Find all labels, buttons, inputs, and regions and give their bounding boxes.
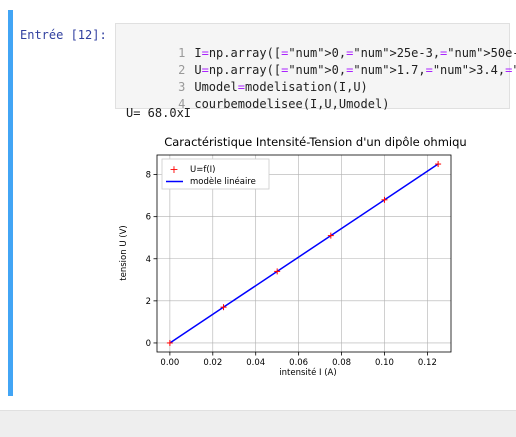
code-text: U=np.array([="num">0,="num">1.7,="num">3… [194,63,516,77]
x-tick-label: 0.06 [289,358,308,368]
x-tick-label: 0.00 [160,358,179,368]
y-tick-label: 2 [146,297,151,307]
y-tick-label: 6 [146,213,151,223]
line-number: 1 [178,46,186,60]
data-point [166,339,173,346]
code-line: 2 U=np.array([="num">0,="num">1.7,="num">… [116,46,516,77]
output-plot: Caractéristique Intensité-Tension d'un d… [116,132,474,386]
chart-title: Caractéristique Intensité-Tension d'un d… [164,135,466,149]
line-number: 2 [178,63,186,77]
code-line: 4 courbemodelisee(I,U,Umodel) [116,80,389,111]
legend-label-line: modèle linéaire [190,176,256,187]
x-tick-label: 0.12 [418,358,437,368]
chart-svg: Caractéristique Intensité-Tension d'un d… [119,135,474,378]
code-editor[interactable]: 1 I=np.array([="num">0,="num">25e-3,="num… [115,23,516,111]
legend-box [161,158,270,190]
y-tick-label: 0 [146,339,151,349]
cell-selection-bar [8,10,13,396]
code-text: courbemodelisee(I,U,Umodel) [194,97,390,111]
legend-label-scatter: U=f(I) [190,165,215,175]
line-number: 3 [178,80,186,94]
next-cell-area[interactable] [0,410,516,437]
chart-legend: + U=f(I) modèle linéaire [161,158,270,190]
series-line-modele-lineaire [169,163,439,344]
input-prompt: Entrée [12]: [20,28,107,42]
data-point [274,268,281,275]
code-line: 1 I=np.array([="num">0,="num">25e-3,="num… [116,29,516,60]
x-tick-label: 0.08 [332,358,351,368]
x-tick-label: 0.10 [375,358,394,368]
x-axis-label: intensité I (A) [279,367,336,378]
data-point [435,161,442,168]
x-tick-label: 0.04 [246,358,265,368]
data-point [327,232,334,239]
y-tick-label: 4 [146,255,151,265]
code-text: Umodel=modelisation(I,U) [194,80,368,94]
code-line: 3 Umodel=modelisation(I,U) [116,63,368,94]
code-text: I=np.array([="num">0,="num">25e-3,="num"… [194,46,516,60]
legend-marker-plus: + [169,163,178,176]
cell-output-text: U= 68.0xI [126,106,192,120]
line-number: 4 [178,97,186,111]
y-tick-label: 8 [146,171,151,181]
notebook-cell[interactable]: Entrée [12]: 1 I=np.array([="num">0,="num… [8,10,516,396]
x-tick-label: 0.02 [203,358,222,368]
plot-frame [156,154,452,353]
y-axis-label: tension U (V) [119,225,129,280]
data-point [220,304,227,311]
data-point [381,196,388,203]
